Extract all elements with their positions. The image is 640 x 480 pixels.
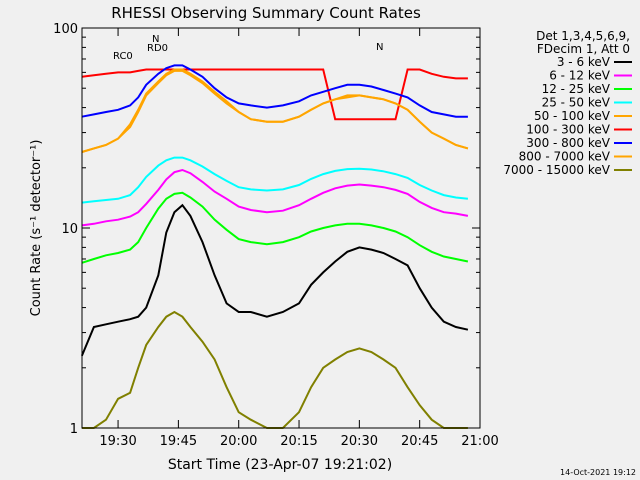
annotation-label: RD0 [147, 43, 168, 54]
series-line-7 [81, 64, 468, 118]
series-line-4 [81, 156, 469, 204]
legend-entry-label: 12 - 25 keV [542, 82, 611, 96]
x-tick-label: 21:00 [461, 434, 498, 449]
y-tick-label: 1 [70, 422, 78, 437]
legend-entry-label: 300 - 800 keV [526, 136, 610, 150]
timestamp: 14-Oct-2021 19:12 [560, 468, 636, 477]
legend-entry-label: 100 - 300 keV [526, 123, 610, 137]
x-tick-label: 20:00 [220, 434, 257, 449]
x-tick-label: 20:45 [401, 434, 438, 449]
annotation-label: N [152, 34, 159, 45]
annotation-label: RC0 [113, 51, 133, 62]
legend-header-line: FDecim 1, Att 0 [537, 42, 630, 56]
annotation-label: N [376, 42, 383, 53]
legend-entry-label: 6 - 12 keV [549, 69, 611, 83]
x-tick-label: 19:30 [99, 434, 136, 449]
x-tick-label: 20:30 [341, 434, 378, 449]
legend-entry-label: 3 - 6 keV [557, 55, 611, 69]
y-tick-label: 10 [61, 222, 78, 237]
series-line-2 [81, 168, 469, 227]
plot-frame [81, 27, 481, 429]
series-line-9 [81, 310, 468, 429]
x-tick-label: 20:15 [280, 434, 317, 449]
axes: 19:30 19:45 20:00 20:15 20:30 20:45 21:00 1 10 10… [53, 22, 499, 449]
legend-entry-label: 25 - 50 keV [542, 96, 611, 110]
x-axis-label: Start Time (23-Apr-07 19:21:02) [168, 457, 392, 473]
series-line-1 [80, 203, 469, 357]
chart-title: RHESSI Observing Summary Count Rates [111, 4, 421, 22]
x-tick-label: 19:45 [160, 434, 197, 449]
y-tick-label: 100 [53, 22, 78, 37]
series-line-6 [81, 68, 468, 121]
series-line-3 [81, 191, 469, 264]
legend-entry-label: 800 - 7000 keV [519, 150, 611, 164]
legend-entry-label: 50 - 100 keV [534, 109, 611, 123]
legend: Det 1,3,4,5,6,9,FDecim 1, Att 03 - 6 keV… [503, 29, 632, 177]
legend-header-line: Det 1,3,4,5,6,9, [536, 29, 630, 43]
legend-entry-label: 7000 - 15000 keV [503, 163, 610, 177]
series-line-8 [81, 68, 469, 153]
y-axis-label: Count Rate (s⁻¹ detector⁻¹) [29, 140, 44, 317]
